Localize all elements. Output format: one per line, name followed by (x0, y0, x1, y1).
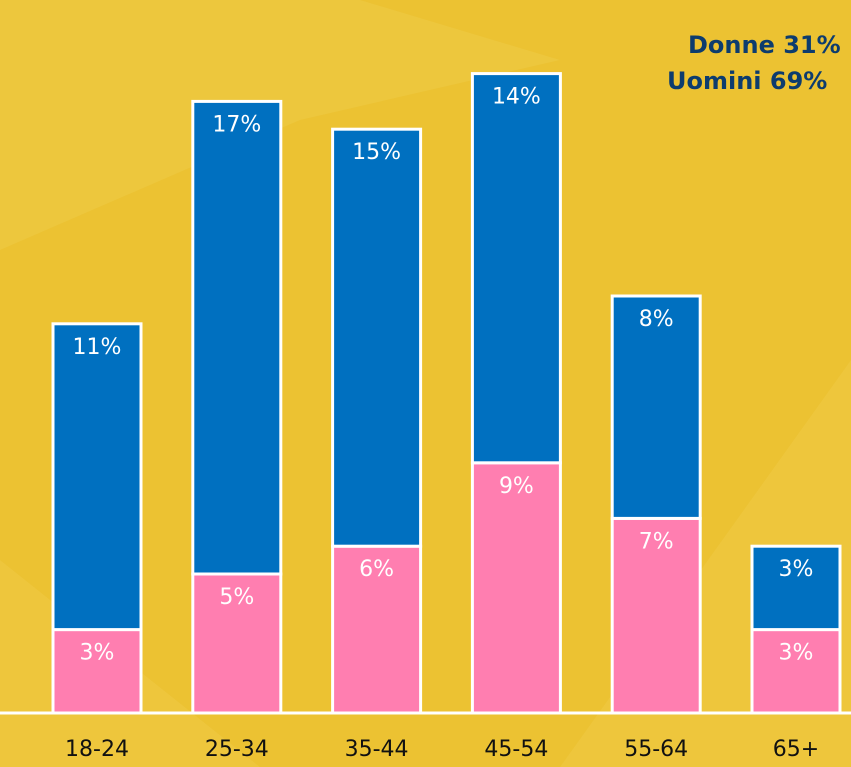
legend-entry: Uomini 69% (667, 67, 827, 95)
x-tick-label: 65+ (773, 737, 819, 762)
bar-segment (331, 127, 423, 548)
data-label: 7% (639, 529, 674, 554)
legend-entry: Donne 31% (688, 31, 841, 59)
data-label: 5% (219, 585, 254, 610)
data-label: 14% (492, 85, 541, 110)
bar-segment (470, 461, 562, 715)
x-tick-label: 25-34 (205, 737, 269, 762)
data-label: 9% (499, 474, 534, 499)
bar-segment (610, 294, 702, 520)
data-label: 11% (73, 335, 122, 360)
x-tick-label: 55-64 (624, 737, 688, 762)
bar-segment (470, 72, 562, 465)
bar-segment (191, 99, 283, 576)
data-label: 3% (779, 641, 814, 666)
data-label: 3% (779, 557, 814, 582)
data-label: 3% (80, 641, 115, 666)
bar-segment (51, 322, 143, 632)
x-tick-label: 45-54 (484, 737, 548, 762)
data-label: 17% (212, 112, 261, 137)
x-tick-label: 35-44 (345, 737, 409, 762)
data-label: 8% (639, 307, 674, 332)
bar-segment (51, 628, 143, 715)
bar-segment (750, 544, 842, 632)
x-tick-label: 18-24 (65, 737, 129, 762)
data-label: 6% (359, 557, 394, 582)
bar-segment (610, 516, 702, 715)
data-label: 15% (352, 140, 401, 165)
